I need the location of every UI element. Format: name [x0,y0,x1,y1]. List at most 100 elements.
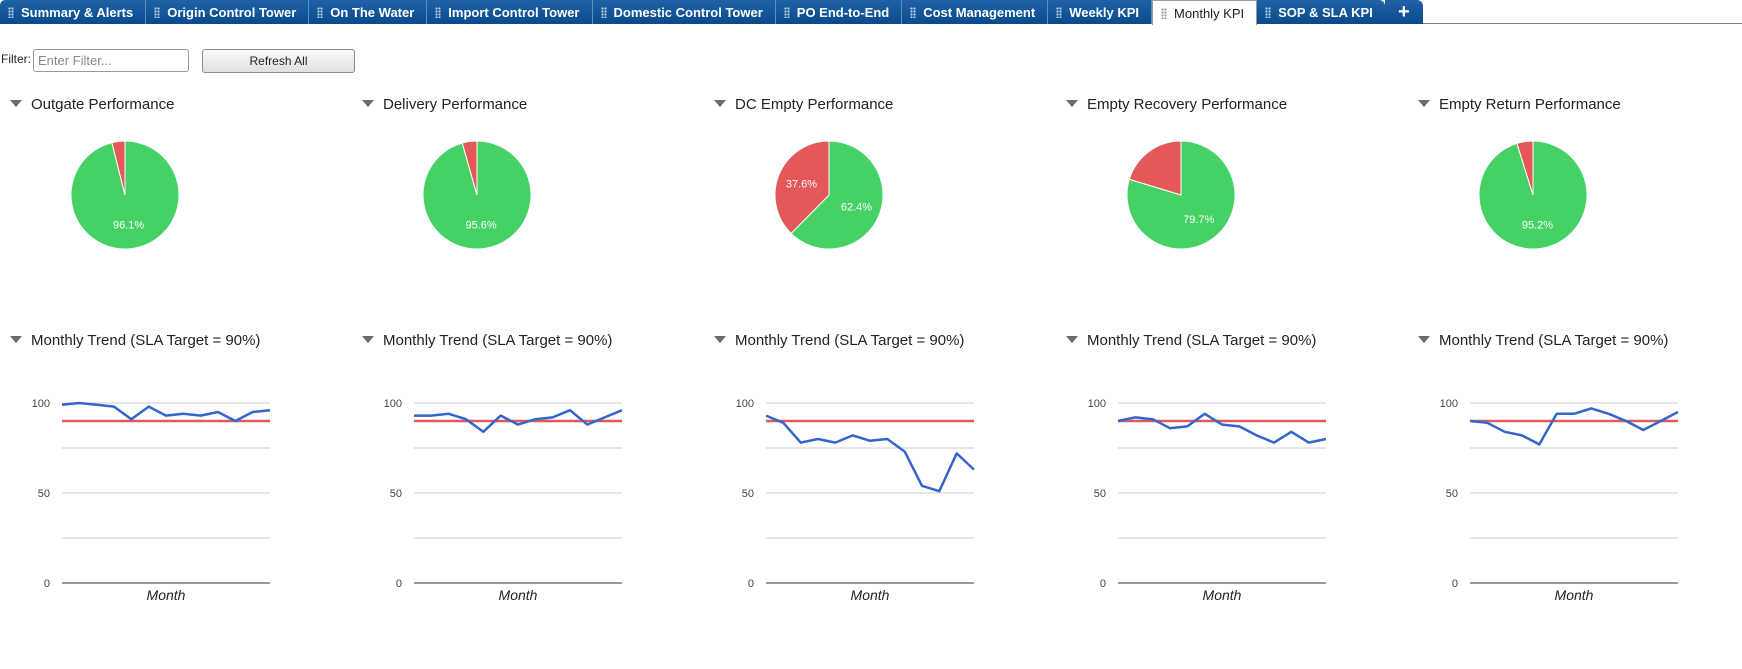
pie-slice-label: 95.6% [465,219,496,231]
tab-label: On The Water [330,4,415,20]
pie-slice-label: 95.2% [1522,219,1553,231]
y-tick-label: 50 [1446,488,1458,500]
panel-title: Outgate Performance [31,96,175,113]
pie-slice-label: 37.6% [786,179,817,191]
drag-handle-icon[interactable] [600,6,607,18]
y-tick-label: 50 [742,488,754,500]
collapse-triangle-icon[interactable] [10,336,22,343]
drag-handle-icon[interactable] [435,6,442,18]
tab-label: Import Control Tower [448,4,580,20]
trend-series-line[interactable] [414,408,623,434]
trend-series-line[interactable] [1117,412,1327,444]
y-tick-label: 50 [1094,488,1106,500]
panel-title: Empty Recovery Performance [1087,96,1288,113]
panel-header: Monthly Trend (SLA Target = 90%) [714,332,1014,352]
filter-input[interactable] [33,49,189,72]
panel-header: Monthly Trend (SLA Target = 90%) [10,332,310,352]
panel-title: Empty Return Performance [1439,96,1621,113]
pie-chart: 95.2% [1478,140,1588,250]
panel-title: DC Empty Performance [735,96,894,113]
collapse-triangle-icon[interactable] [10,100,22,107]
panel-header: Outgate Performance [10,96,310,116]
drag-handle-icon[interactable] [910,6,917,18]
collapse-triangle-icon[interactable] [362,100,374,107]
drag-handle-icon[interactable] [8,6,14,18]
trend-series-line[interactable] [765,414,975,493]
pie-slice-label: 79.7% [1183,214,1214,226]
y-tick-label: 0 [1452,578,1458,590]
tab-label: Summary & Alerts [21,4,134,20]
panel-title: Monthly Trend (SLA Target = 90%) [383,332,613,349]
tab-domestic-control-tower[interactable]: Domestic Control Tower [592,0,776,24]
collapse-triangle-icon[interactable] [1066,336,1078,343]
line-chart: 0 50 100 Month [384,398,623,603]
pie-slice-late[interactable] [1128,140,1182,196]
pie-panel: Empty Return Performance 95.2% [1418,96,1718,266]
tab-label: Weekly KPI [1069,4,1140,20]
x-axis-label: Month [1203,587,1242,603]
tab-label: Origin Control Tower [167,4,297,20]
pie-slice-late[interactable] [111,140,126,196]
trend-series-line[interactable] [1469,407,1679,446]
pie-chart: 79.7% [1126,140,1236,250]
panel-title: Monthly Trend (SLA Target = 90%) [31,332,261,349]
collapse-triangle-icon[interactable] [1418,100,1430,107]
drag-handle-icon[interactable] [1056,6,1063,18]
drag-handle-icon[interactable] [154,6,161,18]
tab-label: Cost Management [923,4,1036,20]
tab-po-end-to-end[interactable]: PO End-to-End [775,0,903,24]
panel-header: Monthly Trend (SLA Target = 90%) [1418,332,1718,352]
filter-label: Filter: [1,52,31,66]
pie-panel: DC Empty Performance 62.4% 37.6% [714,96,1014,266]
trend-panel: Monthly Trend (SLA Target = 90%) 0 50 100 Mo… [1066,332,1366,612]
tab-cost-management[interactable]: Cost Management [902,0,1049,24]
collapse-triangle-icon[interactable] [1418,336,1430,343]
panel-header: Empty Recovery Performance [1066,96,1366,116]
collapse-triangle-icon[interactable] [714,100,726,107]
plus-icon[interactable]: + [1384,0,1423,24]
trend-panel: Monthly Trend (SLA Target = 90%) 0 50 100 Mo… [10,332,310,612]
panel-title: Delivery Performance [383,96,528,113]
panel-title: Monthly Trend (SLA Target = 90%) [1087,332,1317,349]
refresh-all-button[interactable]: Refresh All [202,49,355,73]
x-axis-label: Month [851,587,890,603]
y-tick-label: 100 [1440,398,1458,410]
trend-panel: Monthly Trend (SLA Target = 90%) 0 50 100 Mo… [362,332,662,612]
y-tick-label: 0 [748,578,754,590]
line-chart: 0 50 100 Month [32,398,271,603]
y-tick-label: 0 [396,578,402,590]
tab-monthly-kpi[interactable]: Monthly KPI [1152,0,1258,25]
pie-chart: 62.4% 37.6% [774,140,884,250]
y-tick-label: 100 [32,398,50,410]
pie-slice-late[interactable] [1516,140,1534,196]
drag-handle-icon[interactable] [783,6,790,18]
pie-slice-late[interactable] [461,140,478,196]
panel-header: Monthly Trend (SLA Target = 90%) [1066,332,1366,352]
collapse-triangle-icon[interactable] [714,336,726,343]
panel-header: Monthly Trend (SLA Target = 90%) [362,332,662,352]
pie-panel: Empty Recovery Performance 79.7% [1066,96,1366,266]
collapse-triangle-icon[interactable] [362,336,374,343]
tab-on-the-water[interactable]: On The Water [309,0,428,24]
x-axis-label: Month [147,587,186,603]
tab-label: Monthly KPI [1174,5,1245,21]
drag-handle-icon[interactable] [1161,7,1168,19]
pie-slice-on-time[interactable] [790,140,884,250]
tab-bar: Summary & Alerts Origin Control Tower On T… [0,0,1742,25]
tab-summary-and-alerts[interactable]: Summary & Alerts [0,0,147,24]
tab-weekly-kpi[interactable]: Weekly KPI [1048,0,1153,24]
trend-panel: Monthly Trend (SLA Target = 90%) 0 50 100 Mo… [714,332,1014,612]
y-tick-label: 50 [390,488,402,500]
pie-slice-late[interactable] [774,140,830,235]
tab-import-control-tower[interactable]: Import Control Tower [427,0,593,24]
tab-sop-and-sla-kpi[interactable]: SOP & SLA KPI [1257,0,1385,24]
tab-origin-control-tower[interactable]: Origin Control Tower [146,0,310,24]
tab-label: PO End-to-End [796,4,890,20]
drag-handle-icon[interactable] [1265,6,1272,18]
line-chart: 0 50 100 Month [1088,398,1327,603]
trend-series-line[interactable] [61,401,271,423]
panel-title: Monthly Trend (SLA Target = 90%) [735,332,965,349]
collapse-triangle-icon[interactable] [1066,100,1078,107]
drag-handle-icon[interactable] [317,6,324,18]
panel-header: Delivery Performance [362,96,662,116]
